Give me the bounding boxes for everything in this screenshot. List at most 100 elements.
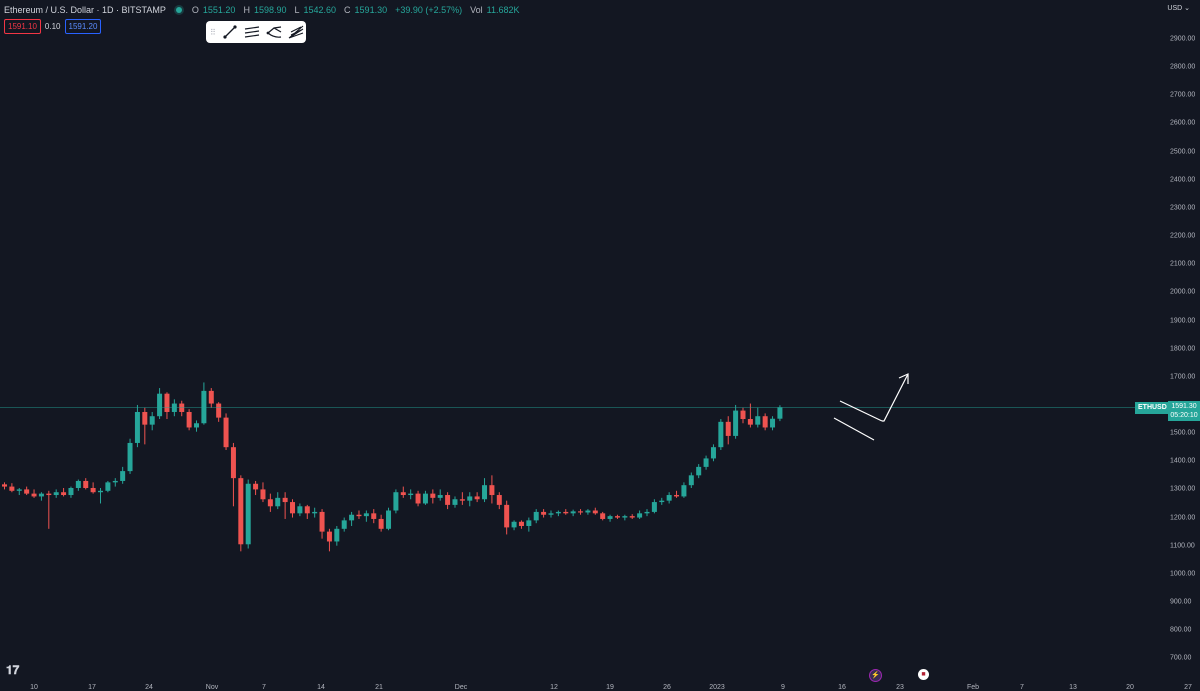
- candle-body: [541, 511, 547, 515]
- candle-body: [312, 511, 318, 514]
- symbol-header: Ethereum / U.S. Dollar · 1D · BITSTAMP O…: [4, 3, 524, 17]
- candle-body: [570, 511, 576, 514]
- candle-body: [120, 471, 126, 481]
- current-price-value: 1591.30: [1171, 403, 1197, 410]
- candle-body: [725, 421, 731, 436]
- drag-grip-icon[interactable]: ⠿: [210, 27, 216, 37]
- candle-body: [363, 513, 369, 517]
- candle-body: [555, 511, 561, 514]
- candle-body: [614, 516, 620, 518]
- lightning-event-icon[interactable]: ⚡: [869, 669, 882, 682]
- candle-body: [518, 521, 524, 526]
- candle-body: [194, 423, 200, 428]
- price-tick-label: 1100.00: [1170, 542, 1195, 550]
- candle-body: [718, 421, 724, 448]
- candle-body: [681, 485, 687, 497]
- candle-body: [637, 513, 643, 518]
- candle-body: [297, 506, 303, 514]
- candle-body: [9, 486, 15, 491]
- candle-body: [16, 489, 22, 491]
- price-tick-label: 2000.00: [1170, 288, 1196, 296]
- candle-body: [755, 416, 761, 425]
- candle-body: [326, 531, 332, 542]
- candle-body: [31, 493, 37, 497]
- candle-body: [445, 495, 451, 505]
- candle-body: [415, 493, 421, 504]
- candle-body: [2, 484, 7, 487]
- candle-body: [371, 513, 377, 519]
- low-value: 1542.60: [303, 5, 337, 15]
- candle-body: [68, 487, 74, 496]
- candle-body: [149, 416, 155, 425]
- change-value: +39.90 (+2.57%): [395, 5, 463, 15]
- current-price-box: 1591.30 05:20:10: [1168, 401, 1200, 421]
- price-tick-label: 1800.00: [1170, 345, 1196, 353]
- price-tick-label: 2600.00: [1170, 119, 1196, 127]
- tradingview-logo-icon[interactable]: 𝟏𝟕: [6, 663, 20, 677]
- candle-body: [267, 499, 273, 507]
- time-tick-label: 13: [1069, 684, 1077, 691]
- candle-body: [179, 403, 185, 412]
- candle-body: [629, 516, 635, 518]
- sell-button[interactable]: 1591.10: [4, 19, 41, 34]
- low-label: L: [294, 5, 300, 15]
- open-value: 1551.20: [202, 5, 236, 15]
- time-tick-label: 27: [1184, 684, 1192, 691]
- us-flag-event-icon[interactable]: ■: [918, 669, 929, 680]
- chevron-down-icon: ⌄: [1184, 5, 1190, 12]
- candle-body: [504, 504, 510, 528]
- candle-body: [46, 493, 52, 496]
- price-tick-label: 1500.00: [1170, 429, 1196, 437]
- candle-body: [230, 447, 236, 479]
- pitchfork-icon[interactable]: [266, 24, 282, 40]
- time-tick-label: 9: [781, 684, 785, 691]
- time-tick-label: 19: [606, 684, 614, 691]
- price-tick-label: 2300.00: [1170, 204, 1196, 212]
- candle-body: [238, 478, 244, 545]
- symbol-tag: ETHUSD: [1135, 402, 1170, 414]
- candle-body: [474, 496, 480, 500]
- candle-body: [38, 493, 44, 497]
- candle-body: [290, 502, 296, 514]
- candle-body: [437, 495, 443, 498]
- trend-line-icon[interactable]: [222, 24, 238, 40]
- candle-body: [740, 410, 746, 420]
- close-value: 1591.30: [354, 5, 388, 15]
- candle-body: [53, 492, 59, 496]
- candle-body: [349, 514, 355, 521]
- candle-body: [245, 483, 251, 545]
- candle-body: [253, 483, 259, 490]
- price-tick-label: 2800.00: [1170, 63, 1196, 71]
- market-status-icon: [175, 7, 182, 13]
- buy-button[interactable]: 1591.20: [64, 19, 102, 34]
- high-value: 1598.90: [253, 5, 287, 15]
- candle-body: [61, 492, 67, 496]
- candle-body: [208, 390, 214, 404]
- candle-body: [422, 493, 428, 504]
- bar-countdown: 05:20:10: [1170, 412, 1198, 419]
- price-tick-label: 800.00: [1170, 626, 1192, 634]
- candle-body: [666, 495, 672, 501]
- candle-body: [24, 489, 30, 494]
- current-price-tag: ETHUSD: [1135, 401, 1170, 414]
- candle-body: [688, 475, 694, 486]
- candles-layer: [2, 382, 783, 552]
- high-label: H: [243, 5, 250, 15]
- fib-fan-icon[interactable]: [288, 24, 304, 40]
- currency-selector[interactable]: USD ⌄: [1167, 4, 1190, 12]
- candle-body: [334, 528, 340, 542]
- candle-body: [526, 520, 532, 526]
- time-tick-label: 21: [375, 684, 383, 691]
- candle-body: [105, 482, 111, 491]
- symbol-title[interactable]: Ethereum / U.S. Dollar · 1D · BITSTAMP: [4, 5, 166, 15]
- candle-body: [216, 403, 222, 418]
- candle-body: [747, 419, 753, 425]
- flag-upper-line: [839, 400, 883, 422]
- flag-lower-line: [833, 417, 875, 441]
- candle-body: [356, 514, 362, 517]
- price-tick-label: 2500.00: [1170, 148, 1196, 156]
- candle-body: [282, 497, 288, 503]
- time-tick-label: 7: [1020, 684, 1024, 691]
- parallel-channel-icon[interactable]: [244, 24, 260, 40]
